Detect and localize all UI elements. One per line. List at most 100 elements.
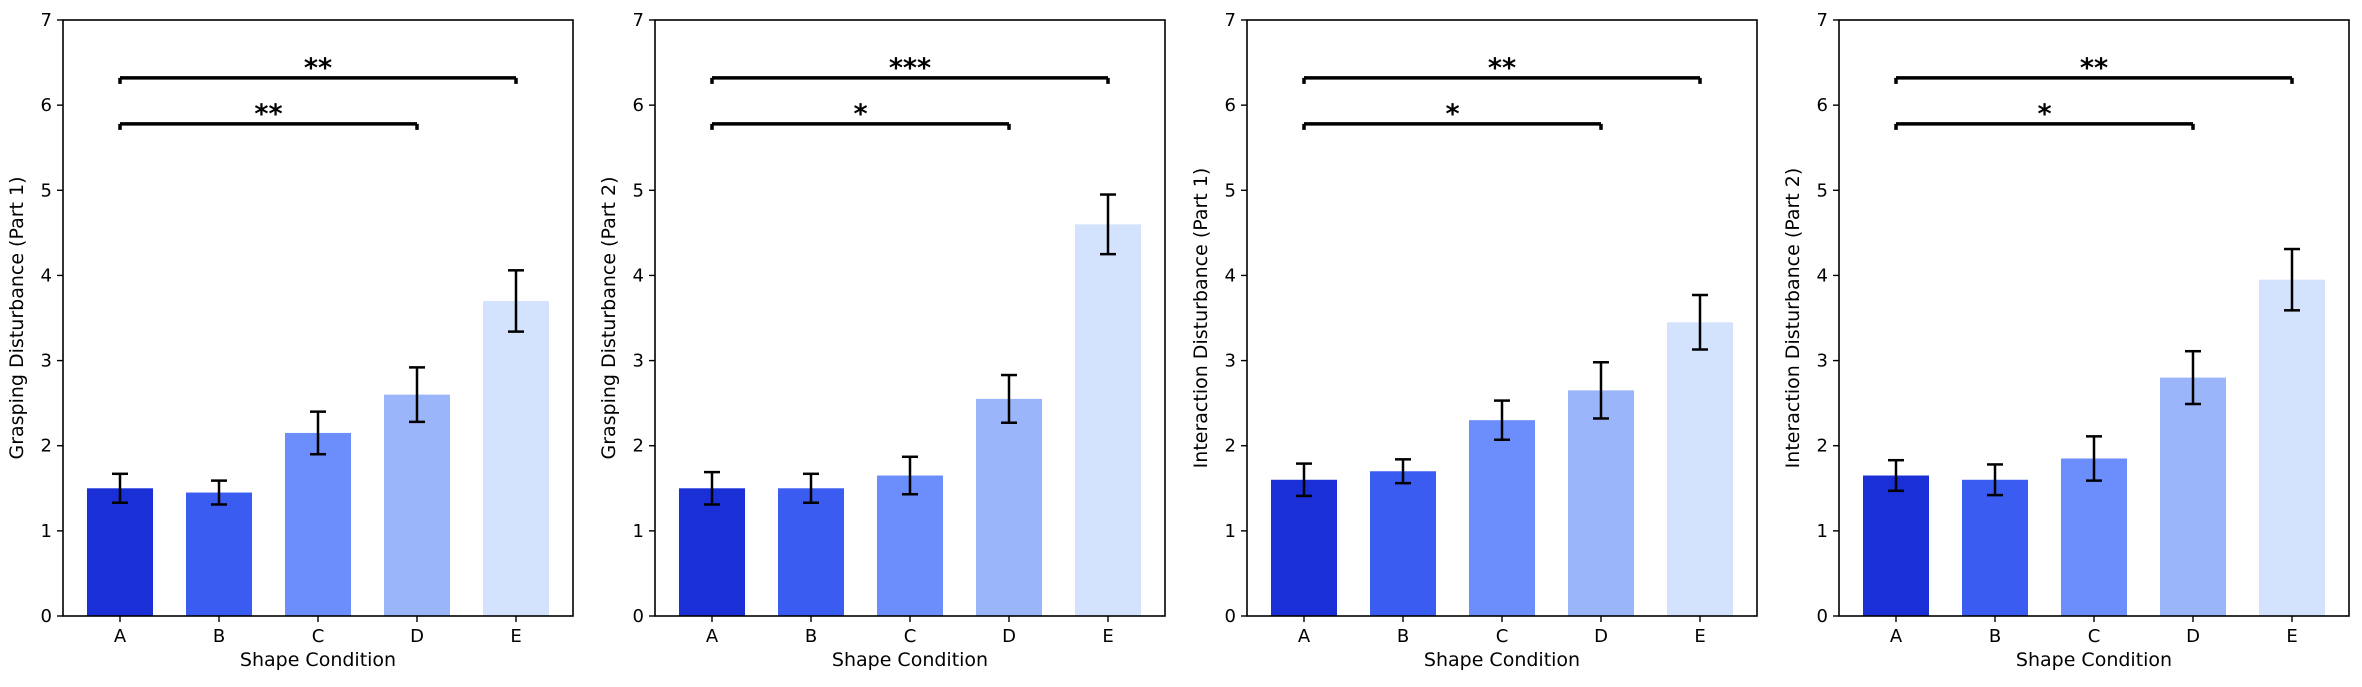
y-tick-label: 2	[41, 436, 52, 457]
error-bar-b	[1987, 463, 2003, 497]
error-bar-e	[1692, 293, 1708, 351]
bar-c	[2061, 458, 2127, 616]
bar-a	[1863, 475, 1929, 616]
x-axis-label: Shape Condition	[832, 649, 988, 671]
error-bar-e	[508, 269, 524, 333]
y-tick-label: 6	[1817, 95, 1828, 116]
chart-panel-1: ** ** 0 1 2 3 4 5 6 7 A B C D E Shape Condition Grasping…	[6, 10, 574, 671]
significance-label: **	[2080, 53, 2108, 84]
y-tick-label: 1	[1225, 521, 1236, 542]
bar-a	[1271, 479, 1337, 616]
bar-e	[1667, 322, 1733, 616]
bar-d	[384, 394, 450, 616]
significance-bracket-a-e: **	[1894, 53, 2294, 84]
bar-c	[877, 475, 943, 616]
bar-e	[1075, 224, 1141, 617]
y-tick-label: 5	[633, 180, 644, 201]
error-bar-d	[409, 366, 425, 424]
error-bar-a	[112, 472, 128, 505]
y-tick-label: 7	[1225, 10, 1236, 31]
y-tick-label: 2	[1817, 436, 1828, 457]
y-tick-label: 4	[633, 265, 644, 286]
x-tick-label-b: B	[805, 626, 817, 647]
bar-e	[483, 300, 549, 616]
y-tick-label: 2	[633, 436, 644, 457]
bar-b	[1962, 479, 2028, 616]
significance-label: *	[853, 99, 867, 130]
x-tick-label-a: A	[1890, 626, 1903, 647]
y-tick-label: 4	[1225, 265, 1236, 286]
y-tick-label: 6	[633, 95, 644, 116]
significance-bracket-a-e: ***	[710, 53, 1110, 84]
x-axis-label: Shape Condition	[1424, 649, 1580, 671]
y-axis-label: Grasping Disturbance (Part 1)	[6, 176, 28, 459]
error-bar-a	[1296, 462, 1312, 498]
x-tick-label-e: E	[2286, 626, 2297, 647]
y-tick-label: 5	[1225, 180, 1236, 201]
y-tick-label: 1	[1817, 521, 1828, 542]
y-tick-label: 1	[41, 521, 52, 542]
x-tick-label-e: E	[1102, 626, 1113, 647]
error-bar-e	[1100, 193, 1116, 256]
error-bar-c	[902, 455, 918, 496]
y-tick-label: 0	[41, 606, 52, 627]
x-tick-label-c: C	[1496, 626, 1509, 647]
bar-b	[1370, 471, 1436, 616]
significance-bracket-a-d: **	[118, 99, 419, 130]
bar-c	[285, 432, 351, 616]
error-bar-a	[1888, 458, 1904, 493]
error-bar-b	[1395, 458, 1411, 485]
y-tick-label: 2	[1225, 436, 1236, 457]
x-tick-label-b: B	[213, 626, 225, 647]
error-bar-c	[310, 410, 326, 456]
y-tick-label: 3	[633, 351, 644, 372]
y-axis-label: Interaction Disturbance (Part 2)	[1782, 168, 1804, 469]
x-tick-label-d: D	[410, 626, 424, 647]
bar-b	[186, 492, 252, 616]
bar-e	[2259, 279, 2325, 616]
error-bar-b	[803, 472, 819, 505]
error-bar-d	[2185, 349, 2201, 406]
significance-bracket-a-d: *	[1302, 99, 1603, 130]
error-bar-e	[2284, 247, 2300, 312]
bar-a	[679, 488, 745, 616]
x-tick-label-d: D	[1594, 626, 1608, 647]
y-tick-label: 3	[41, 351, 52, 372]
error-bar-d	[1001, 373, 1017, 424]
x-tick-label-a: A	[706, 626, 719, 647]
significance-bracket-a-d: *	[1894, 99, 2195, 130]
error-bar-c	[1494, 399, 1510, 442]
y-tick-label: 4	[1817, 265, 1828, 286]
y-axis-label: Interaction Disturbance (Part 1)	[1190, 168, 1212, 469]
x-tick-label-d: D	[2186, 626, 2200, 647]
y-tick-label: 6	[1225, 95, 1236, 116]
x-tick-label-d: D	[1002, 626, 1016, 647]
significance-bracket-a-e: **	[1302, 53, 1702, 84]
error-bar-d	[1593, 361, 1609, 420]
y-tick-label: 7	[633, 10, 644, 31]
y-tick-label: 5	[1817, 180, 1828, 201]
y-axis-label: Grasping Disturbance (Part 2)	[598, 176, 620, 459]
x-axis-label: Shape Condition	[240, 649, 396, 671]
error-bar-a	[704, 470, 720, 506]
bar-d	[1568, 390, 1634, 616]
significance-label: *	[2037, 99, 2051, 130]
x-tick-label-b: B	[1989, 626, 2001, 647]
bar-d	[2160, 377, 2226, 616]
bar-a	[87, 488, 153, 616]
x-tick-label-c: C	[904, 626, 917, 647]
y-tick-label: 0	[633, 606, 644, 627]
bar-d	[976, 398, 1042, 616]
error-bar-b	[211, 479, 227, 506]
y-tick-label: 3	[1817, 351, 1828, 372]
y-tick-label: 0	[1225, 606, 1236, 627]
bar-b	[778, 488, 844, 616]
x-tick-label-e: E	[510, 626, 521, 647]
y-tick-label: 1	[633, 521, 644, 542]
significance-label: **	[1488, 53, 1516, 84]
x-tick-label-c: C	[2088, 626, 2101, 647]
significance-bracket-a-d: *	[710, 99, 1011, 130]
